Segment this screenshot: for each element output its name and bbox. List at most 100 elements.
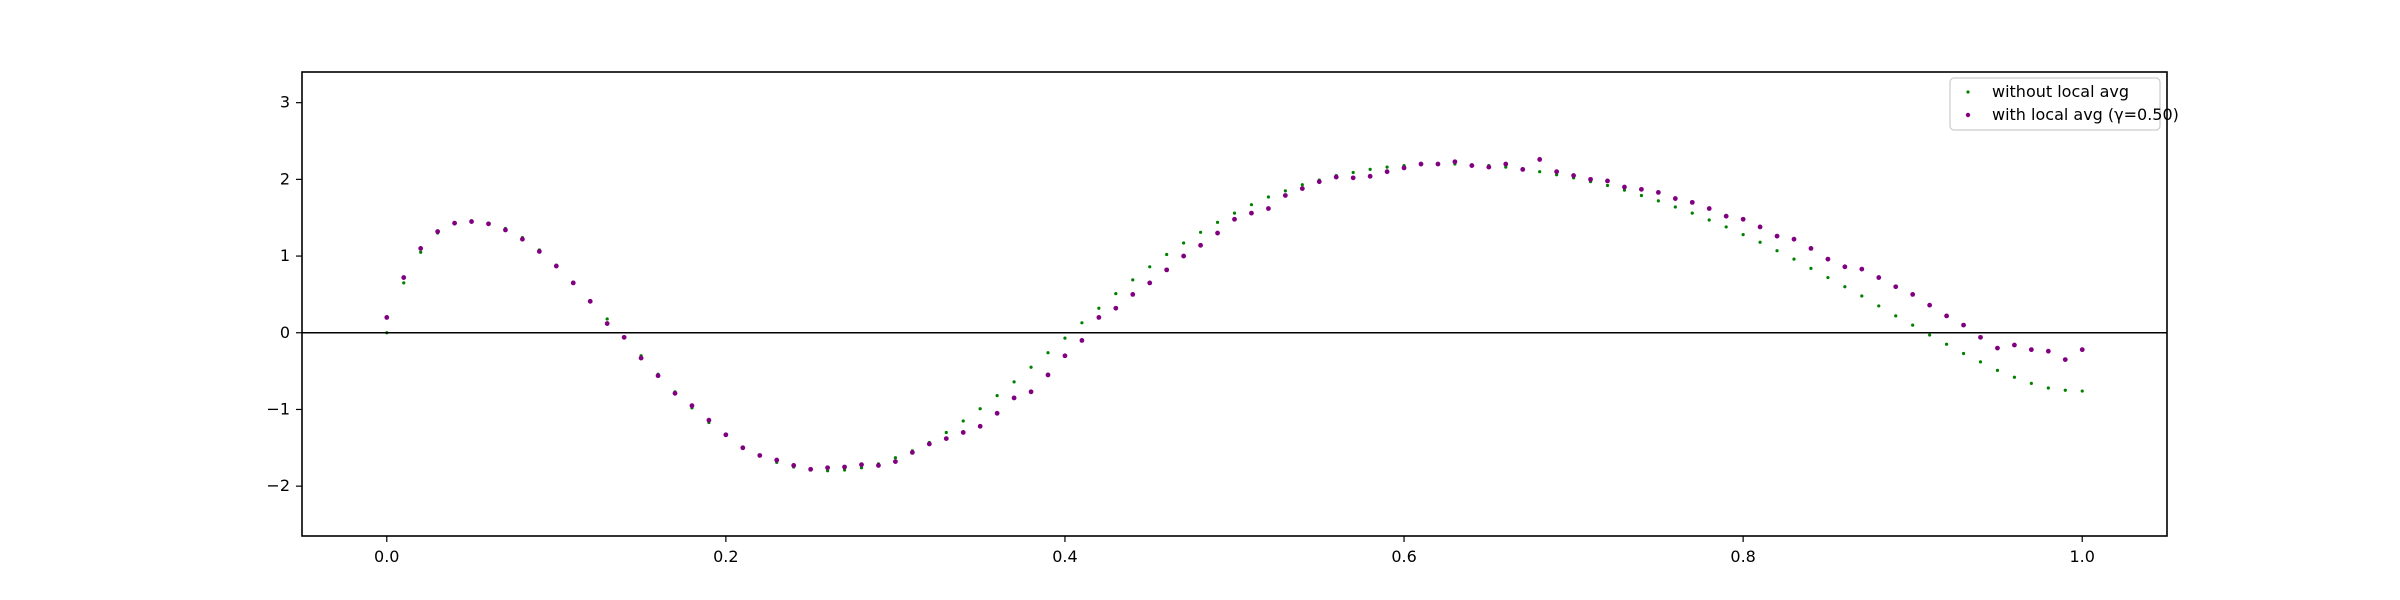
data-point — [842, 464, 847, 470]
data-point — [384, 315, 390, 320]
data-point — [757, 453, 763, 458]
data-point — [960, 430, 966, 435]
data-point — [1792, 257, 1796, 261]
data-point — [1826, 275, 1830, 280]
data-point — [1350, 175, 1356, 181]
x-tick-label: 0.6 — [1391, 547, 1416, 566]
data-point — [1757, 224, 1763, 230]
data-point — [774, 457, 780, 463]
series-without-local-avg — [385, 162, 2084, 473]
y-tick-label: −1 — [266, 399, 290, 418]
data-point — [672, 390, 678, 396]
data-point — [995, 394, 999, 398]
data-point — [876, 463, 881, 468]
data-point — [1910, 292, 1916, 297]
data-point — [587, 298, 593, 304]
data-point — [1877, 304, 1881, 308]
data-point — [2029, 381, 2033, 385]
legend-marker-without-local-avg — [1966, 90, 1970, 94]
data-point — [825, 465, 830, 471]
data-point — [1249, 203, 1254, 207]
data-point — [1435, 161, 1441, 167]
data-point — [1469, 163, 1475, 168]
legend-frame — [1949, 77, 2161, 131]
data-point — [638, 355, 644, 361]
data-point — [723, 432, 729, 438]
data-point — [1198, 230, 1203, 234]
data-point — [1164, 267, 1170, 273]
data-point — [1639, 186, 1644, 192]
x-axis: 0.0 0.2 0.4 0.6 0.8 1.0 — [374, 536, 2095, 566]
data-point — [2063, 388, 2067, 392]
x-tick-label: 0.0 — [374, 547, 399, 566]
data-point — [1011, 395, 1017, 401]
data-point — [825, 469, 830, 473]
data-point — [1706, 206, 1712, 211]
data-point — [520, 236, 525, 242]
data-point — [1063, 336, 1067, 340]
data-point — [1114, 292, 1118, 296]
y-tick-label: 0 — [280, 323, 290, 342]
data-point — [706, 417, 712, 423]
data-point — [419, 250, 423, 254]
data-point — [961, 419, 965, 423]
data-point — [2012, 342, 2017, 348]
data-point — [808, 466, 814, 472]
data-point — [1249, 210, 1254, 216]
plot-area-frame — [301, 71, 2168, 537]
data-point — [1927, 302, 1933, 308]
data-point — [1588, 176, 1593, 182]
data-point — [1351, 170, 1355, 175]
data-point — [486, 221, 491, 227]
data-point — [1655, 190, 1661, 195]
data-point — [1299, 186, 1305, 191]
data-point — [570, 280, 576, 286]
data-point — [621, 334, 627, 340]
data-point — [791, 463, 797, 468]
data-point — [1062, 353, 1068, 359]
data-point — [2045, 348, 2051, 354]
data-point — [2062, 357, 2068, 362]
data-point — [1520, 167, 1526, 172]
data-point — [503, 227, 508, 233]
data-point — [2028, 347, 2034, 353]
data-point — [1724, 225, 1728, 229]
data-point — [1097, 306, 1101, 310]
data-point — [1995, 345, 2000, 351]
data-point — [1538, 170, 1542, 174]
data-point — [2079, 347, 2085, 353]
data-point — [469, 219, 474, 224]
y-tick-label: −2 — [266, 476, 290, 495]
x-tick-label: 0.4 — [1052, 547, 1077, 566]
data-point — [1690, 211, 1694, 215]
x-tick-label: 0.2 — [713, 547, 738, 566]
data-point — [1961, 322, 1966, 328]
legend-label-without-local-avg: without local avg — [1992, 82, 2129, 101]
data-point — [1131, 278, 1135, 282]
data-point — [1673, 205, 1677, 209]
data-point — [1842, 264, 1848, 270]
data-point — [1367, 173, 1373, 179]
data-point — [1656, 199, 1660, 203]
data-point — [1282, 193, 1288, 198]
data-point — [1944, 313, 1949, 319]
data-point — [1418, 161, 1424, 167]
data-point — [2080, 389, 2084, 393]
data-point — [859, 466, 864, 470]
data-point — [1401, 165, 1407, 171]
data-point — [1028, 389, 1034, 395]
data-point — [1639, 193, 1644, 198]
data-point — [1266, 195, 1271, 199]
data-point — [1893, 284, 1899, 290]
data-point — [1300, 183, 1304, 187]
x-tick-label: 0.8 — [1730, 547, 1755, 566]
data-point — [418, 246, 424, 251]
data-point — [1860, 294, 1864, 298]
data-point — [1452, 159, 1458, 165]
data-point — [859, 462, 864, 468]
data-point — [1758, 240, 1762, 244]
data-point — [605, 317, 609, 321]
data-point — [1503, 161, 1509, 167]
